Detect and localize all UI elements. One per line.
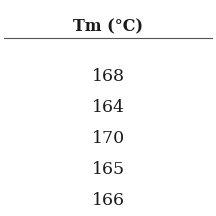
Text: 168: 168 — [92, 68, 124, 85]
Text: 165: 165 — [91, 161, 125, 178]
Text: 164: 164 — [92, 99, 124, 116]
Text: 170: 170 — [91, 130, 125, 147]
Text: Tm (°C): Tm (°C) — [73, 18, 143, 35]
Text: 166: 166 — [92, 192, 124, 209]
